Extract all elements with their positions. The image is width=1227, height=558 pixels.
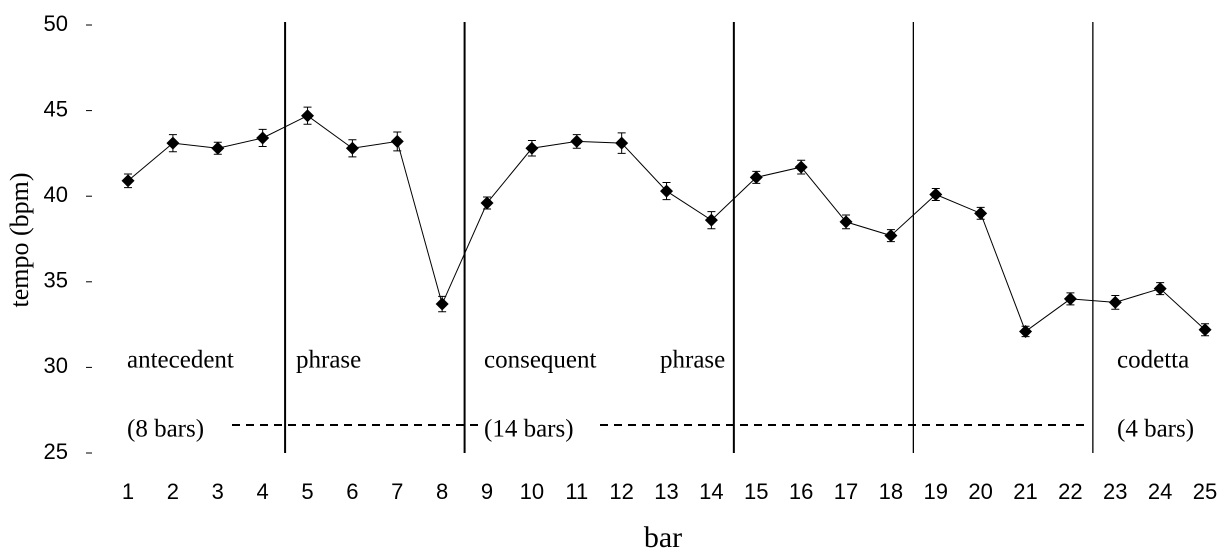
x-tick-label: 23 [1103, 479, 1127, 504]
x-tick-label: 17 [834, 479, 858, 504]
point [1063, 292, 1077, 306]
point [435, 297, 449, 311]
point [390, 134, 404, 148]
point [211, 141, 225, 155]
point [1108, 295, 1122, 309]
y-axis-label: tempo (bpm) [5, 172, 34, 307]
x-tick-label: 1 [122, 479, 134, 504]
x-tick-label: 25 [1193, 479, 1217, 504]
x-tick-label: 5 [301, 479, 313, 504]
x-tick-label: 20 [968, 479, 992, 504]
x-tick-label: 18 [879, 479, 903, 504]
annotation: (8 bars) [127, 416, 204, 443]
x-tick-label: 13 [654, 479, 678, 504]
y-tick-label: 30 [44, 353, 68, 378]
x-tick-label: 22 [1058, 479, 1082, 504]
x-tick-label: 16 [789, 479, 813, 504]
point [345, 141, 359, 155]
point [570, 134, 584, 148]
x-tick-label: 15 [744, 479, 768, 504]
point [525, 141, 539, 155]
x-tick-label: 24 [1148, 479, 1172, 504]
point [704, 213, 718, 227]
x-tick-label: 21 [1013, 479, 1037, 504]
point [660, 184, 674, 198]
y-tick-label: 50 [44, 11, 68, 36]
point [929, 187, 943, 201]
annotation: codetta [1117, 347, 1189, 374]
x-tick-label: 6 [346, 479, 358, 504]
data-line [127, 115, 1206, 333]
point [301, 109, 315, 123]
point [480, 196, 494, 210]
y-tick-label: 35 [44, 268, 68, 293]
point [884, 229, 898, 243]
point [974, 206, 988, 220]
annotation: (14 bars) [484, 416, 574, 443]
y-tick-label: 45 [44, 96, 68, 121]
x-tick-label: 2 [167, 479, 179, 504]
point [1153, 282, 1167, 296]
point [615, 136, 629, 150]
point [166, 136, 180, 150]
x-axis-label: bar [644, 521, 682, 554]
point [1198, 323, 1212, 337]
x-tick-label: 14 [699, 479, 723, 504]
x-tick-label: 11 [565, 479, 588, 504]
point [794, 160, 808, 174]
x-tick-label: 7 [391, 479, 403, 504]
x-tick-label: 10 [520, 479, 544, 504]
point [839, 215, 853, 229]
annotation: antecedent [127, 347, 234, 374]
point [121, 174, 135, 188]
x-tick-label: 9 [481, 479, 493, 504]
x-tick-label: 3 [212, 479, 224, 504]
point [1019, 324, 1033, 338]
y-tick-label: 25 [44, 439, 68, 464]
x-tick-label: 8 [436, 479, 448, 504]
point [749, 170, 763, 184]
y-tick-label: 40 [44, 182, 68, 207]
annotation: consequent [484, 347, 597, 374]
point [256, 131, 270, 145]
annotation: phrase [296, 347, 361, 374]
x-tick-label: 4 [257, 479, 269, 504]
annotation: phrase [660, 347, 725, 374]
x-tick-label: 12 [609, 479, 633, 504]
annotation: (4 bars) [1117, 416, 1194, 443]
x-tick-label: 19 [924, 479, 948, 504]
